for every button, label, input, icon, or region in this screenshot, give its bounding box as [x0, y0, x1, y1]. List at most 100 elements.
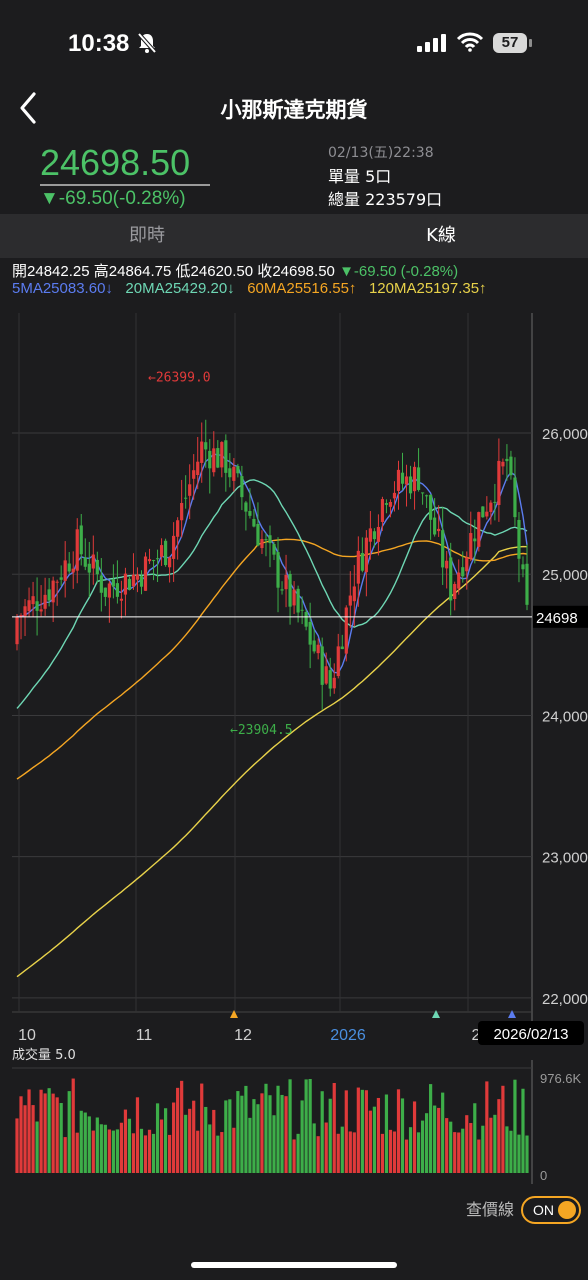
volume-bar	[103, 1124, 107, 1173]
volume-bar	[485, 1081, 489, 1173]
volume-bar	[372, 1106, 376, 1173]
volume-bar	[420, 1120, 425, 1173]
candle-body	[139, 576, 144, 587]
ma120-line	[16, 545, 528, 978]
volume-bar	[400, 1098, 405, 1173]
volume-bar	[461, 1128, 465, 1173]
candle-body	[453, 583, 457, 600]
volume-bar	[348, 1131, 352, 1173]
candle-body	[256, 523, 260, 546]
back-arrow-icon[interactable]	[14, 90, 44, 126]
volume-bar	[252, 1099, 256, 1173]
volume-bar	[477, 1139, 481, 1173]
candle-body	[35, 601, 39, 611]
status-bar: 10:38 57	[0, 0, 588, 88]
volume-bar	[91, 1130, 95, 1173]
volume-bar	[127, 1118, 132, 1173]
candle-body	[159, 545, 164, 557]
price-underline	[40, 184, 210, 186]
volume-bar	[509, 1130, 513, 1173]
volume-bar	[67, 1091, 71, 1173]
nav-bar: 小那斯達克期貨	[0, 88, 588, 128]
candle-body	[457, 572, 461, 589]
volume-bar	[176, 1087, 180, 1173]
volume-bar	[457, 1132, 461, 1173]
volume-bar	[220, 1132, 224, 1173]
volume-bar	[433, 1105, 437, 1173]
volume-bar	[493, 1114, 497, 1173]
y-tick-label: 25,000	[542, 567, 588, 584]
high-label: 高	[93, 263, 109, 280]
price-change: ▼-69.50(-0.28%)	[40, 188, 186, 209]
candle-body	[300, 609, 304, 611]
volume-bar	[453, 1132, 457, 1173]
volume-bar	[296, 1133, 300, 1173]
candle-body	[224, 440, 228, 473]
candle-body	[388, 501, 393, 507]
low-annotation: ←23904.5	[230, 723, 293, 738]
volume-bar	[517, 1134, 521, 1173]
ma20-legend: 20MA25429.20↓	[125, 280, 235, 297]
volume-bar	[264, 1083, 268, 1173]
volume-bar	[111, 1130, 115, 1173]
volume-bar	[312, 1123, 316, 1173]
candle-body	[71, 568, 75, 573]
candle-body	[23, 606, 27, 617]
candle-body	[200, 441, 204, 463]
candle-body	[155, 558, 160, 560]
ma-legend: 5MA25083.60↓ 20MA25429.20↓ 60MA25516.55↑…	[12, 280, 487, 297]
x-tick-label: 12	[234, 1027, 252, 1044]
candle-body	[176, 520, 180, 537]
volume-bar	[316, 1136, 320, 1173]
battery-icon: 57	[493, 33, 533, 53]
volume-bar	[27, 1089, 31, 1173]
volume-bar	[292, 1139, 296, 1173]
candle-body	[79, 525, 83, 555]
volume-max-label: 976.6K	[540, 1071, 582, 1086]
candle-body	[284, 574, 288, 590]
price-line-toggle[interactable]: ON	[521, 1196, 581, 1224]
volume-bar	[224, 1100, 228, 1173]
candle-body	[208, 450, 212, 469]
candle-body	[328, 670, 332, 689]
tab-realtime[interactable]: 即時	[129, 225, 165, 246]
volume-bar	[248, 1117, 252, 1173]
bell-muted-icon	[137, 32, 157, 54]
candle-body	[304, 611, 308, 627]
volume-bar	[408, 1127, 413, 1173]
candle-body	[465, 557, 469, 572]
volume-bar	[489, 1117, 493, 1173]
volume-bar	[300, 1100, 304, 1173]
candle-body	[412, 466, 417, 492]
volume-bar	[232, 1127, 236, 1173]
last-price-badge	[533, 605, 588, 628]
tab-kline[interactable]: K線	[426, 225, 456, 246]
unit-volume: 單量 5口	[328, 167, 392, 186]
volume-bar	[39, 1089, 43, 1173]
candle-body	[87, 563, 91, 573]
volume-bar	[159, 1119, 164, 1173]
battery-level: 57	[493, 33, 527, 53]
kline-chart[interactable]: 26,000 25,000 24,000 23,000 22,000 10 11 12 2026…	[0, 300, 588, 1186]
volume-bar	[525, 1135, 529, 1173]
cellular-signal-icon	[417, 34, 446, 52]
candle-body	[521, 564, 525, 570]
candle-body	[400, 472, 405, 484]
candle-body	[188, 484, 192, 496]
volume-bar	[75, 1132, 79, 1173]
candle-body	[111, 579, 115, 587]
volume-bar	[151, 1133, 156, 1173]
toggle-knob	[558, 1201, 576, 1219]
volume-bar	[216, 1135, 220, 1173]
volume-bar	[425, 1113, 429, 1173]
volume-bar	[332, 1083, 336, 1173]
candle-body	[292, 589, 296, 606]
volume-bar	[388, 1129, 393, 1173]
status-time: 10:38	[68, 30, 130, 57]
volume-bar	[139, 1128, 144, 1173]
x-tick-label: 2026	[330, 1027, 366, 1044]
candle-body	[240, 476, 244, 498]
volume-bar	[123, 1109, 128, 1173]
candle-body	[461, 567, 465, 577]
volume-bar	[31, 1105, 35, 1173]
